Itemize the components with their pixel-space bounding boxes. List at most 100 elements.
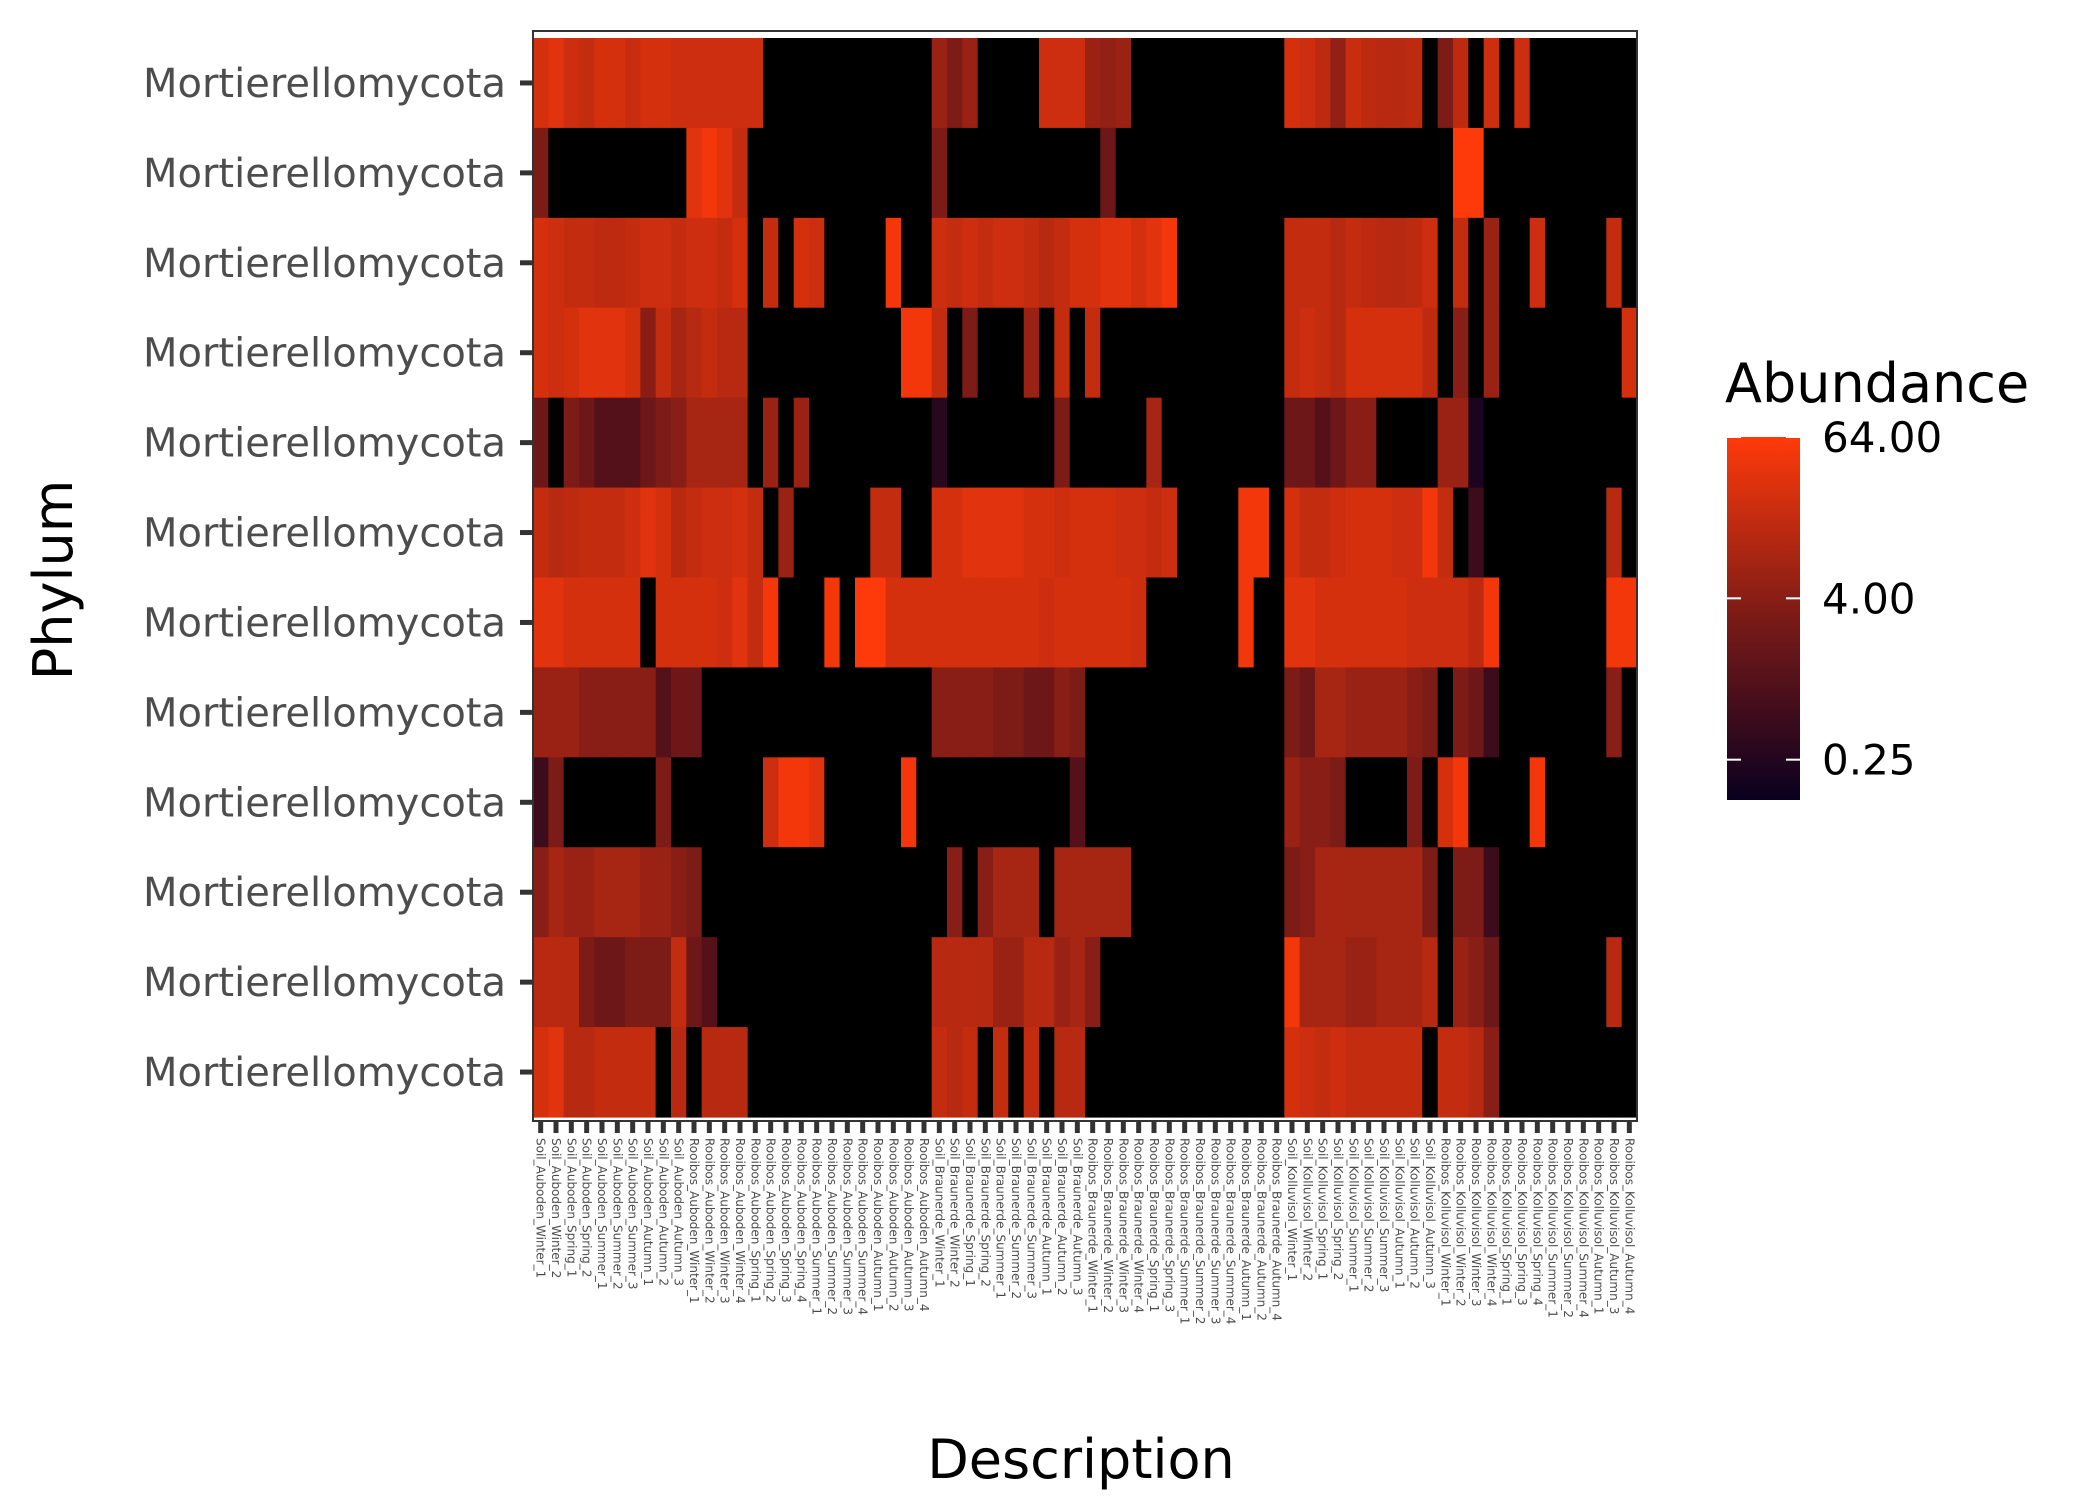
heatmap-cell <box>701 307 718 399</box>
heatmap-cell <box>1039 1027 1055 1118</box>
heatmap-cell <box>1238 937 1255 1028</box>
heatmap-cell <box>1621 847 1638 938</box>
y-tick-label: Mortierellomycota <box>143 61 506 107</box>
heatmap-cell <box>1361 38 1377 129</box>
heatmap-cell <box>1023 307 1040 399</box>
heatmap-cell <box>1376 577 1393 669</box>
heatmap-cell <box>1253 307 1270 399</box>
x-tick-label: Rooibos_Braunerde_Spring_3 <box>1162 1138 1176 1312</box>
heatmap-cell <box>640 127 657 219</box>
heatmap-cell <box>977 577 994 669</box>
heatmap-cell <box>1330 667 1347 758</box>
heatmap-cell <box>701 38 718 129</box>
heatmap-cell <box>1407 38 1423 129</box>
heatmap-cell <box>1192 127 1209 219</box>
heatmap-cell <box>1499 38 1515 129</box>
heatmap-cell <box>1606 577 1623 669</box>
heatmap-cell <box>1069 757 1086 848</box>
heatmap-cell <box>1039 937 1055 1028</box>
heatmap-cell <box>1545 217 1561 309</box>
heatmap-cell <box>655 667 672 758</box>
heatmap-cell <box>1207 127 1224 219</box>
x-tick-label: Rooibos_Auboden_Summer_3 <box>840 1138 854 1315</box>
x-tick-label: Soil_Auboden_Summer_1 <box>595 1138 609 1290</box>
heatmap-cell <box>1391 667 1408 758</box>
heatmap-cell <box>1345 667 1362 758</box>
heatmap-cell <box>1223 307 1239 399</box>
heatmap-cell <box>1100 937 1117 1028</box>
heatmap-cell <box>1069 1027 1086 1118</box>
heatmap-cell <box>855 487 871 579</box>
x-tick-label: Soil_Kolluvisol_Summer_3 <box>1377 1138 1391 1292</box>
heatmap-cell <box>1437 847 1454 938</box>
heatmap-cell <box>1499 487 1515 579</box>
heatmap-cell <box>579 127 595 219</box>
heatmap-cell <box>1361 397 1377 489</box>
y-tick-label: Mortierellomycota <box>143 600 506 646</box>
heatmap-cell <box>1529 397 1546 489</box>
heatmap-cell <box>1284 307 1301 399</box>
heatmap-cell <box>655 487 672 579</box>
heatmap-cell <box>579 757 595 848</box>
heatmap-cell <box>1560 667 1577 758</box>
heatmap-cell <box>1545 847 1561 938</box>
heatmap-cell <box>1575 1027 1592 1118</box>
heatmap-cell <box>609 667 626 758</box>
heatmap-cell <box>947 667 963 758</box>
heatmap-cell <box>870 847 887 938</box>
heatmap-cell <box>947 397 963 489</box>
heatmap-cell <box>1054 217 1071 309</box>
heatmap-cell <box>655 307 672 399</box>
heatmap-cell <box>1499 577 1515 669</box>
heatmap-cell <box>1223 217 1239 309</box>
heatmap-cell <box>1039 217 1055 309</box>
heatmap-cell <box>1514 38 1531 129</box>
heatmap-cell <box>1330 577 1347 669</box>
heatmap-cell <box>855 397 871 489</box>
heatmap-cell <box>1315 217 1331 309</box>
heatmap-cell <box>548 1027 565 1118</box>
heatmap-cell <box>1207 397 1224 489</box>
heatmap-cell <box>1253 38 1270 129</box>
heatmap-cell <box>1008 487 1025 579</box>
heatmap-cell <box>901 1027 917 1118</box>
y-tick-label: Mortierellomycota <box>143 151 506 197</box>
heatmap-cell <box>1575 38 1592 129</box>
heatmap-cell <box>563 487 580 579</box>
heatmap-cell <box>1069 847 1086 938</box>
heatmap-cell <box>763 577 779 669</box>
heatmap-cell <box>732 847 749 938</box>
heatmap-cell <box>1069 487 1086 579</box>
heatmap-cell <box>1008 577 1025 669</box>
heatmap-cell <box>594 847 611 938</box>
heatmap-cell <box>1330 1027 1347 1118</box>
heatmap-cell <box>1008 217 1025 309</box>
heatmap-cell <box>1238 127 1255 219</box>
heatmap-cell <box>1299 847 1316 938</box>
heatmap-cell <box>901 127 917 219</box>
heatmap-cell <box>1207 38 1224 129</box>
heatmap-cell <box>1499 307 1515 399</box>
heatmap-cell <box>1085 1027 1101 1118</box>
heatmap-cell <box>1529 127 1546 219</box>
heatmap-cell <box>931 487 948 579</box>
heatmap-cell <box>686 757 703 848</box>
heatmap-cell <box>1453 937 1469 1028</box>
heatmap-cell <box>1131 577 1147 669</box>
heatmap-cell <box>563 217 580 309</box>
heatmap-cell <box>1621 577 1638 669</box>
heatmap-cell <box>1376 397 1393 489</box>
heatmap-cell <box>1529 757 1546 848</box>
heatmap-cell <box>1023 397 1040 489</box>
heatmap-cell <box>778 1027 795 1118</box>
heatmap-cell <box>1238 217 1255 309</box>
heatmap-cell <box>1621 487 1638 579</box>
heatmap-cell <box>625 1027 641 1118</box>
heatmap-cell <box>717 757 733 848</box>
heatmap-cell <box>701 127 718 219</box>
heatmap-cell <box>548 397 565 489</box>
heatmap-cell <box>747 38 764 129</box>
x-tick-label: Rooibos_Auboden_Summer_2 <box>825 1138 839 1315</box>
legend-title: Abundance <box>1725 352 2029 415</box>
heatmap-cell <box>533 937 549 1028</box>
